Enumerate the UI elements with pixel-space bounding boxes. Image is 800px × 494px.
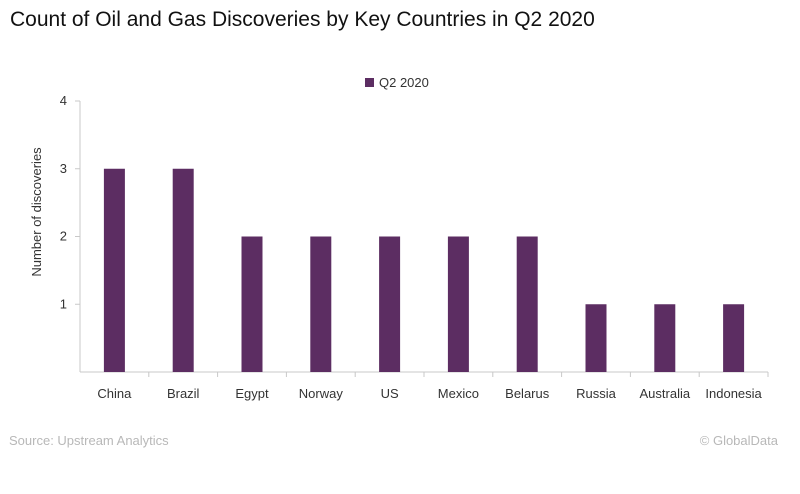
bar <box>447 236 469 372</box>
x-tick-label: Indonesia <box>705 386 762 401</box>
x-tick-label: China <box>97 386 132 401</box>
x-tick-label: Belarus <box>505 386 550 401</box>
x-axis: China Brazil Egypt Norway US Mexico Belarus Rus… <box>80 371 769 401</box>
bar <box>723 304 745 372</box>
y-tick-label: 2 <box>60 229 67 244</box>
x-tick-label: Australia <box>640 386 691 401</box>
x-tick-label: Egypt <box>235 386 269 401</box>
source-note: Source: Upstream Analytics <box>9 433 169 448</box>
y-axis-label: Number of discoveries <box>29 147 44 277</box>
bar <box>172 168 194 372</box>
y-axis: 1 2 3 4 <box>60 93 81 372</box>
legend-label: Q2 2020 <box>379 75 429 90</box>
x-tick-label: Norway <box>299 386 344 401</box>
x-tick-label: Brazil <box>167 386 200 401</box>
bar <box>585 304 607 372</box>
y-tick-label: 1 <box>60 296 67 311</box>
x-tick-label: Russia <box>576 386 617 401</box>
legend-swatch <box>365 78 374 87</box>
bar <box>310 236 332 372</box>
x-tick-label: Mexico <box>438 386 479 401</box>
bar <box>516 236 538 372</box>
chart-title: Count of Oil and Gas Discoveries by Key … <box>10 8 595 31</box>
copyright-credit: © GlobalData <box>699 433 778 448</box>
bar <box>241 236 263 372</box>
y-tick-label: 3 <box>60 161 67 176</box>
bar <box>379 236 401 372</box>
bar <box>654 304 676 372</box>
bars <box>103 168 745 372</box>
legend: Q2 2020 <box>365 75 429 90</box>
x-tick-label: US <box>381 386 399 401</box>
y-tick-label: 4 <box>60 93 67 108</box>
bar <box>103 168 125 372</box>
